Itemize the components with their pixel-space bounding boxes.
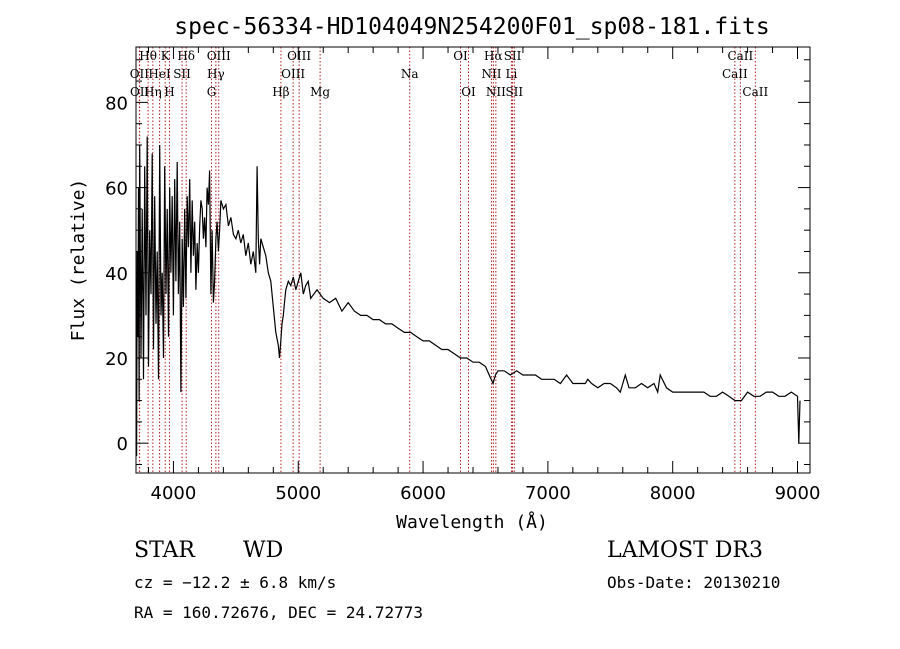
flux-series-line bbox=[135, 136, 801, 457]
spectral-line-label: OIII bbox=[281, 67, 305, 81]
x-tick-label: 8000 bbox=[650, 483, 696, 504]
chart-title: spec-56334-HD104049N254200F01_sp08-181.f… bbox=[174, 14, 769, 40]
object-subclass: WD bbox=[243, 538, 284, 563]
spectral-line-label: Mg bbox=[310, 85, 330, 99]
x-tick-label: 6000 bbox=[400, 483, 446, 504]
spectral-line-label: CaII bbox=[742, 85, 768, 99]
spectral-line-label: CaII bbox=[727, 49, 753, 63]
axis-ticks: 4000 5000 6000 7000 8000 9000 0 20 40 60 80 bbox=[105, 47, 820, 504]
spectral-line-label: Hγ bbox=[207, 67, 225, 81]
x-tick-label: 4000 bbox=[151, 483, 197, 504]
y-tick-label: 0 bbox=[117, 434, 128, 455]
spectral-line-label: G bbox=[207, 85, 217, 99]
spectral-line-label: Hα bbox=[484, 49, 503, 63]
spectral-line-label: Na bbox=[401, 67, 419, 81]
x-tick-label: 7000 bbox=[525, 483, 571, 504]
y-tick-label: 40 bbox=[105, 264, 128, 285]
spectral-line-label: K bbox=[161, 49, 171, 63]
spectral-line-label: OIII bbox=[207, 49, 231, 63]
spectral-line-label: OI bbox=[453, 49, 468, 63]
spectral-line-label: H bbox=[164, 85, 174, 99]
y-tick-label: 20 bbox=[105, 349, 128, 370]
spectral-line-label: SII bbox=[505, 85, 523, 99]
spectral-line-label: SII bbox=[504, 49, 522, 63]
coordinates: RA = 160.72676, DEC = 24.72773 bbox=[134, 603, 423, 622]
spectrum-chart: spec-56334-HD104049N254200F01_sp08-181.f… bbox=[68, 14, 820, 533]
y-tick-label: 60 bbox=[105, 179, 128, 200]
observation-date: Obs-Date: 20130210 bbox=[607, 573, 781, 592]
spectral-line-label: OII bbox=[130, 85, 150, 99]
x-axis-label: Wavelength (Å) bbox=[396, 511, 548, 533]
spectral-line-markers bbox=[138, 47, 756, 473]
plot-frame bbox=[135, 46, 811, 474]
spectral-line-label: OIII bbox=[287, 49, 311, 63]
spectral-line-label: HeI bbox=[148, 67, 171, 81]
spectral-line-label: OI bbox=[461, 85, 476, 99]
x-tick-label: 9000 bbox=[775, 483, 821, 504]
spectral-line-label: Hθ bbox=[139, 49, 157, 63]
spectral-line-label: CaII bbox=[722, 67, 748, 81]
spectral-line-label: Li bbox=[506, 67, 518, 81]
spectral-line-label: NII bbox=[486, 85, 506, 99]
spectral-line-label: Hδ bbox=[177, 49, 195, 63]
spectral-line-label: SII bbox=[173, 67, 191, 81]
spectral-line-label: Hη bbox=[144, 85, 162, 99]
object-class: STAR bbox=[134, 538, 195, 563]
y-axis-label: Flux (relative) bbox=[68, 179, 89, 342]
survey-name: LAMOST DR3 bbox=[607, 538, 763, 563]
y-tick-label: 80 bbox=[105, 93, 128, 114]
redshift-cz: cz = −12.2 ± 6.8 km/s bbox=[134, 573, 337, 592]
spectral-line-label: NII bbox=[481, 67, 501, 81]
spectral-line-label: OII bbox=[130, 67, 150, 81]
spectral-line-label: Hβ bbox=[272, 85, 289, 99]
spectral-line-labels: Hθ OII OII K HeI Hη SII H Hδ OIII Hγ G Hβ OIII OIII Mg N… bbox=[130, 49, 769, 99]
x-tick-label: 5000 bbox=[275, 483, 321, 504]
